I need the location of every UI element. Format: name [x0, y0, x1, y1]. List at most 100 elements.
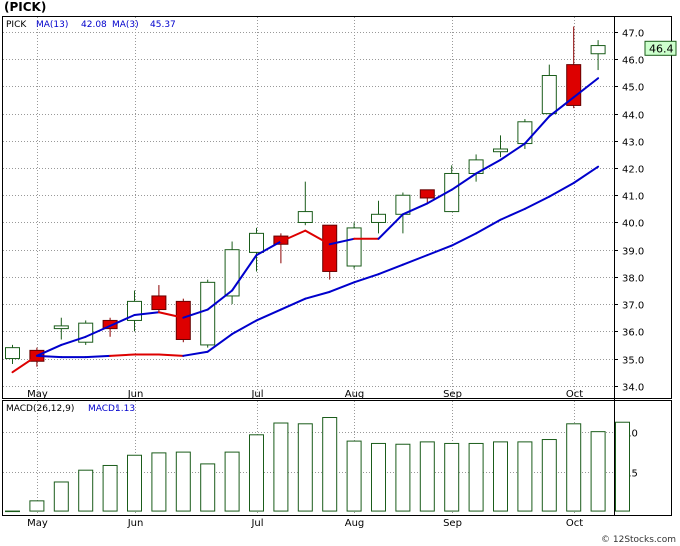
ma3-segment: [572, 77, 600, 99]
macd-bar: [493, 441, 508, 512]
ma13-segment: [255, 308, 282, 322]
ma13-segment: [109, 353, 136, 357]
macd-bar: [127, 454, 142, 512]
macd-bar: [151, 452, 167, 512]
candle-body: [566, 64, 582, 106]
ma3-segment: [35, 343, 63, 357]
price-tick-label: 39.0: [622, 247, 644, 258]
candle-body: [493, 148, 508, 153]
ma13-segment: [548, 182, 575, 198]
price-tick-label: 35.0: [622, 356, 644, 367]
x-axis-ticks: May May Jun Jun Jul Jul Aug Aug Sep Sep Oct Oct: [27, 389, 583, 529]
price-tick-label: 42.0: [622, 165, 644, 176]
candle-body: [102, 319, 118, 330]
candles: [5, 26, 606, 367]
macd-bar: [249, 434, 264, 512]
candle-body: [297, 211, 313, 223]
candle-body: [151, 295, 167, 311]
ma3-segment: [109, 313, 136, 327]
price-tick-label: 47.0: [622, 29, 644, 40]
ma13-line: [35, 165, 600, 359]
ma13-segment: [35, 354, 63, 359]
price-tick-label: 37.0: [622, 301, 644, 312]
legend-ma13-label: MA(13): [36, 20, 68, 30]
macd-bar: [566, 423, 582, 512]
ma13-segment: [353, 273, 380, 284]
candle-body: [590, 45, 606, 55]
price-tick-label: 41.0: [622, 192, 644, 203]
candle-body: [53, 325, 69, 330]
ma3-segment: [475, 158, 502, 175]
macd-bar: [102, 464, 118, 512]
macd-legend-name: MACD(26,12,9): [6, 404, 74, 414]
macd-bar: [517, 441, 533, 512]
ma13-segment: [206, 333, 234, 353]
month-label: May: [27, 389, 48, 400]
macd-bar: [78, 469, 94, 512]
ma3-line: [11, 77, 600, 374]
macd-legend-value: 1.13: [115, 404, 135, 414]
price-tick-label: 36.0: [622, 328, 644, 339]
ma3-segment: [157, 311, 185, 319]
macd-bars: [5, 417, 630, 513]
macd-bar: [419, 441, 435, 512]
month-label: Sep: [443, 389, 462, 400]
macd-bar: [444, 442, 460, 512]
macd-bar: [322, 417, 338, 512]
ma13-segment: [401, 254, 429, 266]
ma3-segment: [426, 188, 453, 205]
macd-bar: [395, 443, 411, 512]
month-label-macd: Sep: [443, 518, 462, 529]
ma3-segment: [11, 354, 38, 374]
ma3-segment: [304, 229, 331, 246]
ma13-segment: [499, 207, 526, 221]
month-label-macd: Aug: [345, 518, 365, 529]
ma13-segment: [572, 165, 600, 185]
macd-bar: [541, 439, 557, 512]
macd-bar: [468, 442, 484, 512]
candle-body: [273, 235, 289, 245]
ma13-segment: [182, 350, 209, 357]
month-label-macd: Jun: [127, 518, 144, 529]
price-tick-label: 44.0: [622, 111, 644, 122]
candle-body: [346, 227, 362, 267]
ma3-segment: [328, 237, 356, 246]
candle-body: [175, 300, 191, 340]
candle-body: [322, 224, 338, 272]
macd-bar: [590, 431, 606, 512]
ma3-segment: [255, 240, 282, 257]
macd-bar: [615, 421, 630, 512]
ma13-segment: [475, 218, 502, 235]
ma3-segment: [548, 96, 575, 118]
macd-legend-label: MACD:: [88, 404, 118, 414]
candle-body: [517, 121, 533, 145]
macd-bar: [5, 510, 20, 513]
macd-bar: [53, 481, 69, 512]
ma13-segment: [157, 353, 185, 357]
price-panel-frame: [2, 16, 672, 399]
macd-bar: [29, 500, 45, 512]
ma3-segment: [499, 142, 526, 161]
month-label: Jul: [250, 389, 263, 400]
macd-panel-frame: [2, 400, 672, 516]
ma13-segment: [523, 195, 551, 210]
price-tick-label: 43.0: [622, 138, 644, 149]
macd-bar: [297, 423, 313, 512]
ma13-segment: [426, 244, 453, 257]
price-tick-label: 46.0: [622, 56, 644, 67]
ma13-segment: [377, 263, 404, 276]
macd-bar: [371, 442, 386, 512]
legend-ma3-value: 45.37: [150, 20, 176, 30]
ma3-segment: [279, 229, 307, 243]
last-price-box: [644, 40, 677, 56]
last-price-label: 46.4: [649, 42, 674, 55]
legend-symbol: PICK: [6, 20, 27, 30]
month-label: Oct: [566, 389, 583, 400]
ma3-segment: [231, 254, 258, 292]
macd-bar: [175, 451, 191, 512]
price-tick-label: 45.0: [622, 83, 644, 94]
y-axis-ticks: 34.0 35.0 36.0 37.0 38.0 39.0 40.0 41.0 42.0 43.0…: [614, 29, 644, 480]
price-tick-label: 40.0: [622, 219, 644, 230]
ma13-segment: [304, 290, 331, 300]
